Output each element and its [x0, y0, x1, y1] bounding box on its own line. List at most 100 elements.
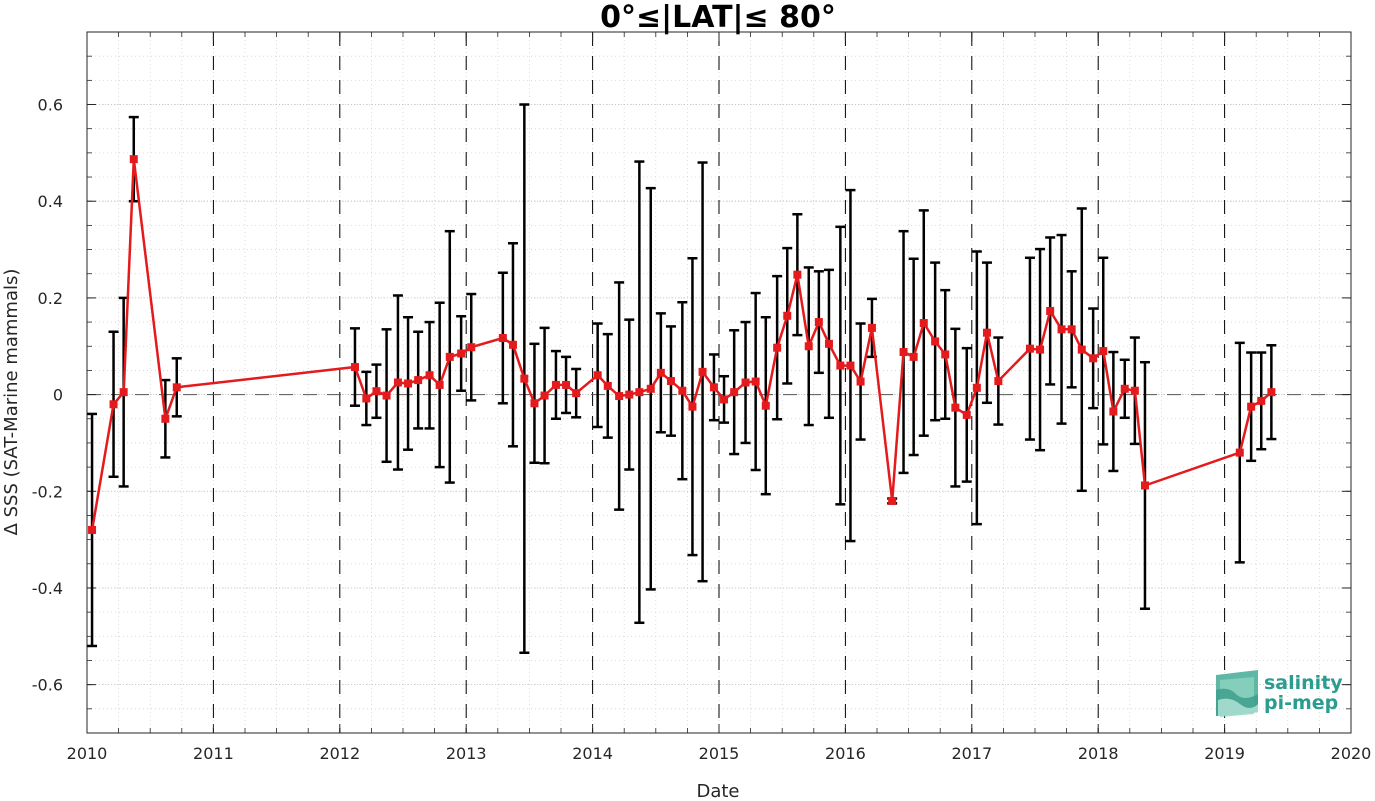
- data-point-marker: [666, 377, 675, 386]
- data-point-marker: [498, 334, 507, 343]
- x-tick-label: 2016: [825, 744, 866, 763]
- data-point-marker: [414, 376, 423, 385]
- data-point-marker: [1120, 384, 1129, 393]
- x-tick-label: 2019: [1204, 744, 1245, 763]
- x-tick-label: 2011: [193, 744, 234, 763]
- data-point-marker: [508, 340, 517, 349]
- data-point-marker: [793, 270, 802, 279]
- data-point-marker: [572, 389, 581, 398]
- data-point-marker: [88, 525, 97, 534]
- data-point-marker: [372, 387, 381, 396]
- logo-text-line1: salinity: [1264, 672, 1343, 694]
- data-point-marker: [709, 383, 718, 392]
- data-point-marker: [445, 352, 454, 361]
- data-point-marker: [119, 388, 128, 397]
- y-tick-label: -0.6: [32, 676, 63, 695]
- data-point-marker: [814, 318, 823, 327]
- data-point-marker: [551, 380, 560, 389]
- x-tick-label: 2012: [319, 744, 360, 763]
- y-axis-title: Δ SSS (SAT-Marine mammals): [1, 269, 22, 536]
- series-markers: [88, 155, 1276, 534]
- data-point-marker: [1109, 407, 1118, 416]
- data-point-marker: [678, 386, 687, 395]
- data-point-marker: [909, 352, 918, 361]
- data-point-marker: [540, 391, 549, 400]
- data-point-marker: [457, 349, 466, 358]
- x-tick-label: 2020: [1331, 744, 1372, 763]
- data-point-marker: [1077, 345, 1086, 354]
- data-point-marker: [856, 377, 865, 386]
- data-point-marker: [530, 399, 539, 408]
- data-point-marker: [562, 380, 571, 389]
- x-axis-title: Date: [696, 781, 739, 801]
- y-tick-label: 0.6: [38, 96, 63, 115]
- data-point-marker: [962, 410, 971, 419]
- data-point-marker: [350, 363, 359, 372]
- logo-waves-icon: [1216, 670, 1258, 717]
- x-tick-labels: 2010 2011 2012 2013 2014 2015 2016 2017 2018 2019…: [67, 744, 1372, 763]
- data-point-marker: [867, 323, 876, 332]
- data-point-marker: [1130, 386, 1139, 395]
- x-tick-label: 2018: [1078, 744, 1119, 763]
- y-tick-label: 0.2: [38, 289, 63, 308]
- data-point-marker: [625, 390, 634, 399]
- data-point-marker: [1067, 325, 1076, 334]
- axis-ticks: [86, 31, 1352, 734]
- data-point-marker: [888, 496, 897, 505]
- salinity-pimep-logo: salinity pi-mep: [1216, 670, 1343, 717]
- data-point-marker: [982, 328, 991, 337]
- data-point-marker: [520, 374, 529, 383]
- data-point-marker: [751, 377, 760, 386]
- data-point-marker: [393, 378, 402, 387]
- data-point-marker: [603, 381, 612, 390]
- major-grid: [87, 104, 1351, 686]
- data-point-marker: [951, 403, 960, 412]
- data-point-marker: [615, 392, 624, 401]
- x-tick-label: 2014: [572, 744, 613, 763]
- data-point-marker: [804, 342, 813, 351]
- data-point-marker: [741, 378, 750, 387]
- data-point-marker: [109, 400, 118, 409]
- data-point-marker: [172, 383, 181, 392]
- data-point-marker: [1089, 354, 1098, 363]
- data-point-marker: [467, 343, 476, 352]
- x-tick-label: 2013: [446, 744, 487, 763]
- data-point-marker: [382, 391, 391, 400]
- data-point-marker: [899, 348, 908, 357]
- x-tick-label: 2017: [951, 744, 992, 763]
- data-point-marker: [931, 337, 940, 346]
- data-point-marker: [1267, 388, 1276, 397]
- data-point-marker: [1057, 325, 1066, 334]
- data-point-marker: [836, 361, 845, 370]
- data-point-marker: [1247, 402, 1256, 411]
- data-point-marker: [919, 319, 928, 328]
- data-point-marker: [698, 367, 707, 376]
- data-point-marker: [362, 394, 371, 403]
- data-point-marker: [1025, 344, 1034, 353]
- data-point-marker: [1046, 306, 1055, 315]
- data-point-marker: [1099, 347, 1108, 356]
- year-separators: [212, 32, 1226, 733]
- chart-title: 0°≤|LAT|≤ 80°: [600, 0, 836, 35]
- data-point-marker: [635, 388, 644, 397]
- data-point-marker: [846, 361, 855, 370]
- data-point-marker: [646, 384, 655, 393]
- y-tick-labels: -0.6 -0.4 -0.2 0 0.2 0.4 0.6: [32, 96, 63, 695]
- data-point-marker: [761, 401, 770, 410]
- data-point-marker: [404, 379, 413, 388]
- x-tick-label: 2015: [699, 744, 740, 763]
- data-point-marker: [824, 339, 833, 348]
- data-point-marker: [730, 388, 739, 397]
- data-point-marker: [425, 371, 434, 380]
- y-tick-label: -0.2: [32, 482, 63, 501]
- data-point-marker: [941, 350, 950, 359]
- y-tick-label: -0.4: [32, 579, 63, 598]
- y-tick-label: 0: [53, 386, 63, 405]
- data-point-marker: [435, 380, 444, 389]
- data-point-marker: [688, 402, 697, 411]
- data-point-marker: [161, 414, 170, 423]
- data-point-marker: [129, 155, 138, 164]
- logo-text-line2: pi-mep: [1264, 692, 1338, 714]
- data-point-marker: [593, 371, 602, 380]
